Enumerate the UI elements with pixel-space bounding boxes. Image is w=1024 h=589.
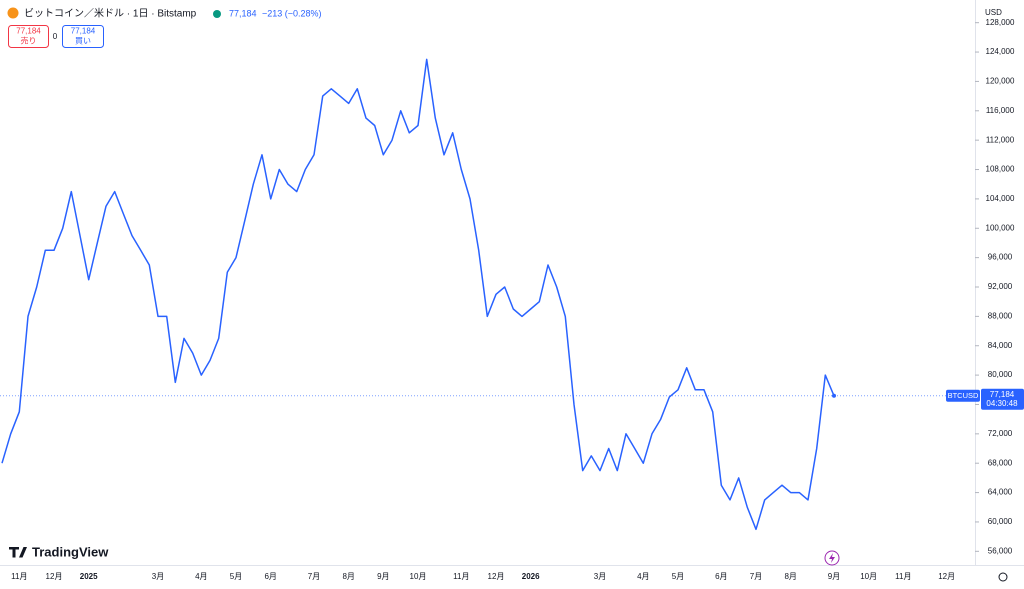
y-tick-label: 96,000	[988, 253, 1013, 262]
y-tick-label: 80,000	[988, 370, 1013, 379]
sell-label[interactable]: 売り	[21, 36, 37, 46]
y-tick-label: 88,000	[988, 311, 1013, 320]
x-tick-label: 2025	[80, 572, 98, 581]
y-tick-label: 120,000	[986, 77, 1015, 86]
status-dot	[213, 10, 221, 18]
y-tick-label: 64,000	[988, 488, 1013, 497]
x-tick-label: 10月	[860, 572, 877, 581]
price-tag	[981, 388, 1024, 410]
x-tick-label: 11月	[11, 572, 27, 581]
symbol-icon	[7, 7, 19, 19]
y-tick-label: 128,000	[986, 18, 1015, 27]
x-tick-label: 12月	[938, 572, 955, 581]
x-tick-label: 11月	[453, 572, 469, 581]
y-tick-label: 60,000	[988, 517, 1013, 526]
buy-button[interactable]	[62, 25, 104, 48]
y-tick-label: 108,000	[986, 165, 1015, 174]
price-line	[1, 58, 835, 531]
x-tick-label: 2026	[522, 572, 540, 581]
y-tick-label: 84,000	[988, 341, 1013, 350]
x-tick-label: 10月	[410, 572, 427, 581]
chart-title: ビットコイン／米ドル · 1日 · Bitstamp	[24, 7, 197, 20]
last-point	[832, 393, 836, 398]
x-tick-label: 8月	[784, 572, 796, 581]
x-tick-label: 5月	[230, 572, 242, 581]
x-tick-label: 12月	[488, 572, 505, 581]
x-tick-label: 3月	[152, 572, 164, 581]
x-tick-label: 9月	[828, 572, 840, 581]
countdown: 04:30:48	[986, 399, 1018, 408]
currency[interactable]: USD	[985, 8, 1002, 17]
y-tick-label: 124,000	[986, 47, 1015, 56]
spread: 0	[53, 32, 58, 41]
symbol-tag	[946, 389, 980, 402]
x-tick-label: 7月	[308, 572, 320, 581]
x-tick-label: 3月	[594, 572, 606, 581]
y-tick-label: 116,000	[986, 106, 1015, 115]
y-tick-label: 72,000	[988, 429, 1013, 438]
y-tick-label: 112,000	[986, 135, 1015, 144]
buy-price[interactable]: 77,184	[71, 27, 96, 36]
last-price: 77,184	[229, 8, 257, 18]
sell-button[interactable]	[8, 25, 49, 48]
x-tick-label: 6月	[715, 572, 727, 581]
event-bolt	[829, 553, 835, 563]
price-tag-label: 77,184	[990, 390, 1015, 399]
y-tick-label: 100,000	[986, 223, 1015, 232]
x-tick-label: 4月	[195, 572, 207, 581]
y-tick-label: 68,000	[988, 458, 1013, 467]
x-tick-label: 11月	[895, 572, 911, 581]
y-tick-label: 92,000	[988, 282, 1013, 291]
x-tick-label: 6月	[264, 572, 276, 581]
symbol-tag-label: BTCUSD	[948, 391, 979, 400]
x-tick-label: 5月	[672, 572, 684, 581]
change: −213 (−0.28%)	[262, 8, 322, 18]
y-tick-label: 104,000	[986, 194, 1015, 203]
x-tick-label: 7月	[750, 572, 762, 581]
x-tick-label: 8月	[342, 572, 354, 581]
settings-icon[interactable]	[998, 572, 1008, 582]
x-tick-label: 12月	[46, 572, 63, 581]
x-tick-label: 4月	[637, 572, 649, 581]
buy-label[interactable]: 買い	[75, 37, 91, 46]
y-tick-label: 56,000	[988, 546, 1013, 555]
brand-logo	[9, 547, 27, 558]
sell-price[interactable]: 77,184	[16, 27, 41, 36]
brand: TradingView	[32, 544, 109, 559]
x-tick-label: 9月	[377, 572, 389, 581]
